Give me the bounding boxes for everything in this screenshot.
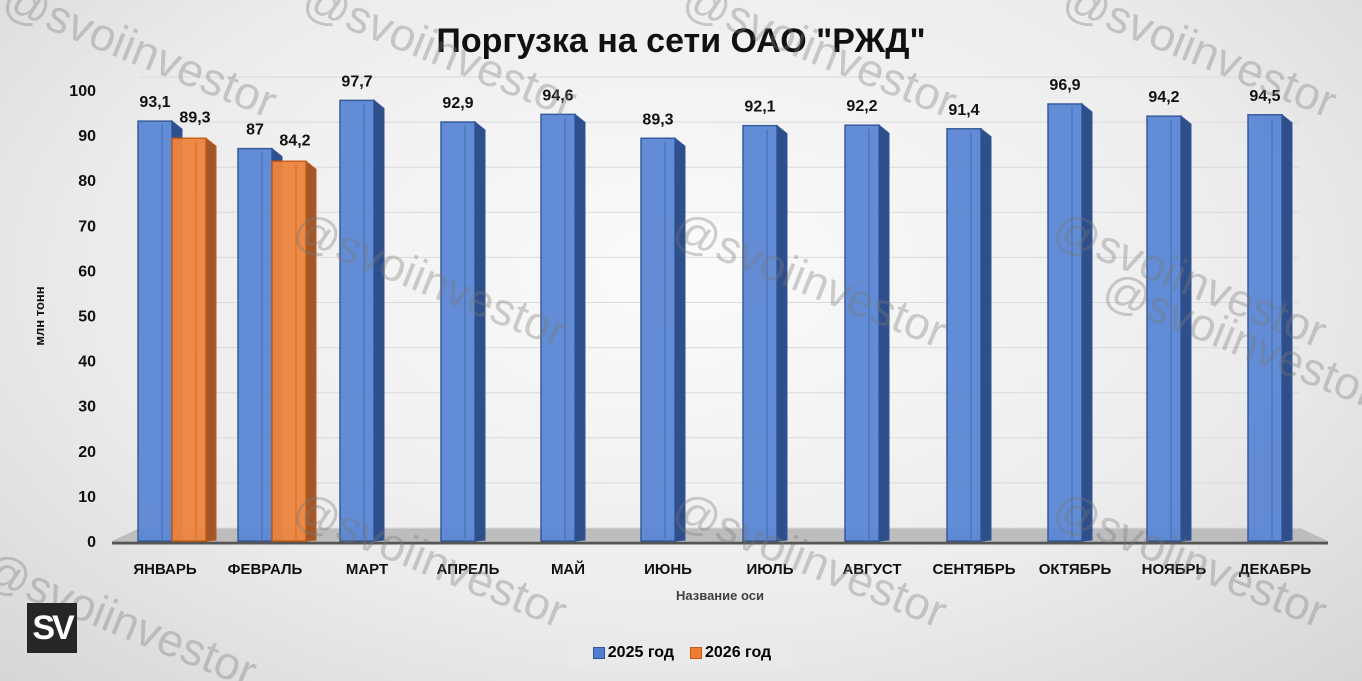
data-label: 89,3 bbox=[179, 109, 210, 126]
bar-side-2025 год bbox=[776, 124, 788, 542]
bar-side-2025 год bbox=[574, 113, 586, 542]
watermark: @svoiinvestor bbox=[666, 481, 954, 638]
y-tick-label: 70 bbox=[78, 218, 96, 235]
chart-title: Поргузка на сети ОАО "РЖД" bbox=[436, 22, 925, 60]
bar-2025 год-АПРЕЛЬ bbox=[440, 121, 476, 542]
data-label: 89,3 bbox=[642, 111, 673, 128]
data-label: 87 bbox=[246, 122, 264, 139]
bar-2025 год-ЯНВАРЬ bbox=[137, 120, 173, 542]
x-tick-label: МАЙ bbox=[551, 560, 585, 578]
x-tick-label: ИЮЛЬ bbox=[747, 561, 794, 578]
x-tick-label: МАРТ bbox=[346, 561, 388, 578]
bar-side-2025 год bbox=[980, 127, 992, 542]
y-axis-title: млн тонн bbox=[32, 286, 47, 345]
x-tick-label: АПРЕЛЬ bbox=[437, 561, 500, 578]
y-tick-label: 50 bbox=[78, 309, 96, 326]
data-label: 91,4 bbox=[948, 102, 979, 119]
x-tick-label: ОКТЯБРЬ bbox=[1039, 561, 1112, 578]
data-label: 92,2 bbox=[846, 98, 877, 115]
bar-2026 год-ЯНВАРЬ bbox=[171, 137, 207, 542]
y-tick-label: 0 bbox=[87, 534, 96, 551]
x-tick-label: ФЕВРАЛЬ bbox=[228, 561, 303, 578]
data-label: 94,6 bbox=[542, 87, 573, 104]
x-tick-label: ЯНВАРЬ bbox=[133, 561, 197, 578]
legend-item-2026[interactable]: 2026 год bbox=[690, 644, 771, 662]
bar-2025 год-ОКТЯБРЬ bbox=[1047, 103, 1083, 542]
data-label: 94,2 bbox=[1148, 89, 1179, 106]
legend-swatch bbox=[690, 647, 702, 659]
y-tick-label: 90 bbox=[78, 128, 96, 145]
bar-2025 год-ИЮЛЬ bbox=[742, 124, 778, 542]
data-label: 84,2 bbox=[279, 132, 310, 149]
legend-label: 2025 год bbox=[607, 644, 674, 661]
legend[interactable]: 2025 год 2026 год bbox=[567, 636, 797, 670]
data-label: 93,1 bbox=[139, 94, 170, 111]
data-label: 94,5 bbox=[1249, 88, 1280, 105]
bar-2025 год-ДЕКАБРЬ bbox=[1247, 114, 1283, 542]
bar-2025 год-ИЮНЬ bbox=[640, 137, 676, 542]
bar-side-2025 год bbox=[674, 137, 686, 542]
legend-label: 2026 год bbox=[705, 644, 772, 661]
logo: SV bbox=[27, 603, 77, 653]
y-tick-label: 100 bbox=[69, 83, 96, 100]
bar-2026 год-ФЕВРАЛЬ bbox=[271, 160, 307, 542]
watermark: @svoiinvestor bbox=[676, 0, 964, 128]
y-tick-label: 60 bbox=[78, 263, 96, 280]
x-tick-label: ДЕКАБРЬ bbox=[1239, 561, 1311, 578]
x-tick-label: НОЯБРЬ bbox=[1142, 561, 1207, 578]
bar-2025 год-АВГУСТ bbox=[844, 124, 880, 542]
data-label: 92,9 bbox=[442, 95, 473, 112]
watermark: @svoiinvestor bbox=[286, 481, 574, 638]
data-label: 97,7 bbox=[341, 73, 372, 90]
watermark: @svoiinvestor bbox=[286, 201, 574, 358]
y-tick-label: 10 bbox=[78, 489, 96, 506]
bar-2025 год-СЕНТЯБРЬ bbox=[946, 128, 982, 542]
y-tick-label: 30 bbox=[78, 399, 96, 416]
bar-side-2025 год bbox=[1081, 102, 1093, 542]
y-tick-label: 40 bbox=[78, 354, 96, 371]
x-tick-label: СЕНТЯБРЬ bbox=[933, 561, 1016, 578]
watermark: @svoiinvestor bbox=[666, 201, 954, 358]
chart-floor bbox=[112, 528, 1328, 541]
bar-2025 год-МАЙ bbox=[540, 113, 576, 542]
legend-item-2025[interactable]: 2025 год bbox=[592, 644, 674, 662]
y-tick-label: 80 bbox=[78, 173, 96, 190]
watermark: @svoiinvestor bbox=[1056, 0, 1344, 128]
x-axis-title: Название оси bbox=[676, 588, 764, 603]
bar-2025 год-ФЕВРАЛЬ bbox=[237, 147, 273, 542]
bar-side-2025 год bbox=[373, 99, 385, 542]
data-label: 96,9 bbox=[1049, 77, 1080, 94]
bar-side-2025 год bbox=[474, 120, 486, 542]
data-label: 92,1 bbox=[744, 99, 775, 116]
x-tick-label: ИЮНЬ bbox=[644, 561, 692, 578]
x-tick-label: АВГУСТ bbox=[842, 561, 901, 578]
y-tick-label: 20 bbox=[78, 444, 96, 461]
bar-side-2026 год bbox=[205, 137, 217, 542]
bar-2025 год-НОЯБРЬ bbox=[1146, 115, 1182, 542]
bar-2025 год-МАРТ bbox=[339, 99, 375, 542]
legend-swatch bbox=[592, 647, 605, 659]
